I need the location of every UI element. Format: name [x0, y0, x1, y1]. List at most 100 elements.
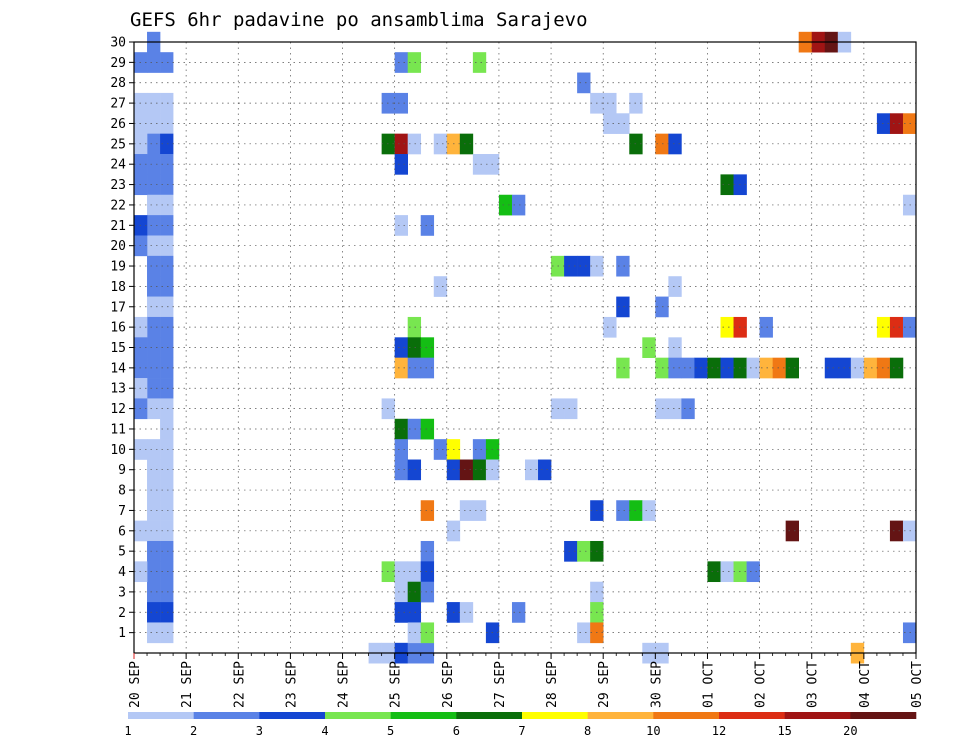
heatmap-cell — [564, 540, 578, 562]
legend-swatch — [193, 712, 260, 719]
heatmap-cell — [616, 500, 630, 521]
heatmap-cell — [394, 215, 408, 236]
heatmap-cell — [160, 296, 174, 318]
x-tick-label: 26 SEP — [441, 661, 456, 708]
heatmap-cell — [420, 337, 435, 358]
heatmap-cell — [746, 357, 760, 379]
chart-title: GEFS 6hr padavine po ansamblima Sarajevo — [130, 9, 588, 31]
heatmap-cell — [160, 418, 174, 440]
y-tick-label: 22 — [110, 198, 126, 213]
y-tick-label: 21 — [110, 219, 126, 234]
heatmap-cell — [459, 602, 474, 623]
y-tick-label: 8 — [118, 484, 126, 499]
heatmap-cell — [525, 459, 539, 481]
heatmap-cell — [420, 581, 435, 603]
heatmap-cell — [160, 154, 174, 175]
x-tick-label: 25 SEP — [389, 661, 404, 708]
heatmap-cell — [147, 520, 161, 542]
heatmap-cell — [642, 337, 656, 358]
x-tick-label: 01 OCT — [702, 661, 717, 708]
y-tick-label: 27 — [110, 97, 126, 112]
heatmap-cell — [785, 520, 799, 542]
heatmap-cell — [707, 561, 721, 583]
heatmap-cell — [668, 337, 682, 358]
heatmap-cell — [850, 357, 865, 379]
x-tick-label: 03 OCT — [806, 661, 821, 708]
legend-label: 2 — [190, 724, 197, 738]
y-tick-label: 5 — [118, 545, 126, 560]
heatmap-cell — [160, 398, 174, 420]
x-tick-label: 29 SEP — [597, 661, 612, 708]
y-tick-label: 13 — [110, 382, 126, 397]
heatmap-cell — [538, 459, 552, 481]
heatmap-cell — [147, 602, 161, 623]
y-tick-label: 3 — [118, 585, 126, 600]
heatmap-cell — [876, 357, 891, 379]
heatmap-cell — [772, 357, 786, 379]
heatmap-cell — [655, 398, 669, 420]
y-tick-label: 10 — [110, 443, 126, 458]
heatmap-cell — [147, 235, 161, 257]
heatmap-cell — [420, 540, 435, 562]
heatmap-cell — [707, 357, 721, 379]
heatmap-cell — [720, 316, 734, 338]
x-tick-label: 27 SEP — [493, 661, 508, 708]
heatmap-cell — [147, 398, 161, 420]
heatmap-cell — [160, 439, 174, 460]
color-legend: 1 2 3 4 5 6 7 8 10 12 15 20 — [124, 712, 917, 738]
heatmap-cell — [147, 276, 161, 297]
y-tick-label: 24 — [110, 158, 126, 173]
legend-label: 5 — [387, 724, 394, 738]
legend-label: 1 — [124, 724, 131, 738]
heatmap-cell — [407, 602, 422, 623]
heatmap-cell — [160, 500, 174, 521]
heatmap-cell — [472, 439, 487, 460]
heatmap-cell — [147, 439, 161, 460]
legend-label: 8 — [584, 724, 591, 738]
heatmap-cell — [394, 133, 408, 155]
heatmap-cell — [160, 194, 174, 216]
heatmap-cell — [407, 622, 422, 644]
legend-label: 10 — [646, 724, 660, 738]
heatmap-cell — [459, 500, 474, 521]
heatmap-cell — [668, 133, 682, 155]
heatmap-cell — [889, 357, 904, 379]
legend-label: 6 — [453, 724, 460, 738]
heatmap-cell — [720, 561, 734, 583]
heatmap-cell — [785, 357, 799, 379]
x-tick-label: 20 SEP — [128, 661, 143, 708]
heatmap-cell — [564, 398, 578, 420]
heatmap-cell — [655, 296, 669, 318]
legend-swatch — [653, 712, 720, 719]
heatmap-cell — [603, 92, 617, 114]
legend-label: 15 — [777, 724, 791, 738]
legend-swatch — [456, 712, 523, 719]
heatmap-cell — [420, 561, 435, 583]
heatmap-cell — [147, 215, 161, 236]
y-tick-label: 30 — [110, 36, 126, 51]
heatmap-cell — [147, 459, 161, 481]
heatmap-cell — [681, 357, 695, 379]
y-tick-label: 16 — [110, 321, 126, 336]
heatmap-cell — [147, 296, 161, 318]
y-tick-label: 19 — [110, 260, 126, 275]
heatmap-cell — [472, 154, 487, 175]
y-tick-label: 15 — [110, 341, 126, 356]
heatmap-cell — [147, 561, 161, 583]
heatmap-cell — [160, 174, 174, 196]
heatmap-cell — [511, 602, 526, 623]
heatmap-cell — [577, 622, 591, 644]
heatmap-cell — [394, 561, 408, 583]
heatmap-cell — [511, 194, 526, 216]
heatmap-cell — [564, 255, 578, 277]
heatmap-cell — [147, 479, 161, 501]
heatmap-cell — [577, 540, 591, 562]
legend-swatch — [719, 712, 785, 719]
heatmap-cell — [160, 520, 174, 542]
x-tick-label: 23 SEP — [284, 661, 299, 708]
heatmap-cell — [160, 52, 174, 73]
heatmap-cell — [616, 296, 630, 318]
heatmap-cell — [668, 398, 682, 420]
heatmap-cell — [394, 92, 408, 114]
